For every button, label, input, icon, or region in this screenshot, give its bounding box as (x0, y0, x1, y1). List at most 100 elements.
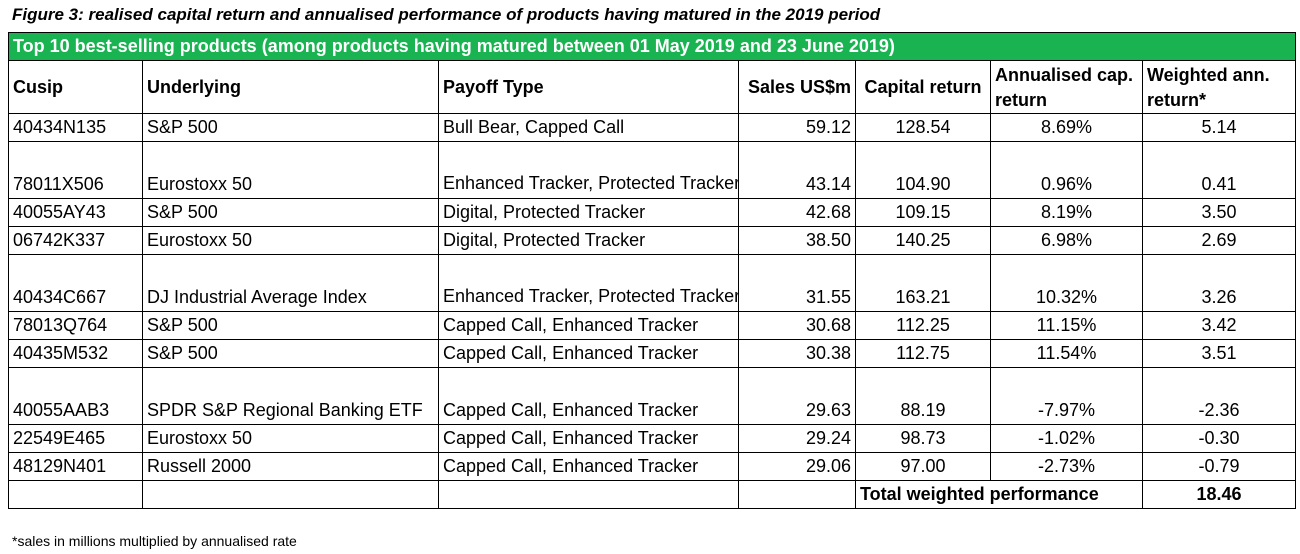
products-table: Top 10 best-selling products (among prod… (7, 32, 1297, 509)
table-row: 40434N135 S&P 500 Bull Bear, Capped Call 59… (8, 113, 1297, 142)
cell-underlying: Russell 2000 (142, 452, 439, 481)
cell-sales: 31.55 (738, 254, 856, 312)
cell-sales: 43.14 (738, 141, 856, 199)
cell-weighted-return: -0.30 (1141, 424, 1297, 453)
cell-payoff-type: Digital, Protected Tracker (438, 198, 739, 227)
cell-payoff-type: Capped Call, Enhanced Tracker (438, 311, 739, 340)
table-banner-row: Top 10 best-selling products (among prod… (7, 32, 1297, 61)
total-label: Total weighted performance (855, 480, 1143, 509)
cell-cusip: 40055AY43 (8, 198, 143, 227)
header-underlying: Underlying (142, 60, 439, 114)
cell-capital-return: 88.19 (855, 367, 991, 425)
cell-sales: 30.68 (738, 311, 856, 340)
header-cusip: Cusip (8, 60, 143, 114)
cell-underlying: S&P 500 (142, 339, 439, 368)
cell-capital-return: 112.75 (855, 339, 991, 368)
cell-payoff-type: Capped Call, Enhanced Tracker (438, 452, 739, 481)
figure-caption: Figure 3: realised capital return and an… (12, 5, 881, 24)
cell-underlying: DJ Industrial Average Index (142, 254, 439, 312)
cell-cusip: 40435M532 (8, 339, 143, 368)
cell-sales: 29.06 (738, 452, 856, 481)
cell-capital-return: 97.00 (855, 452, 991, 481)
cell-annualised-return: 0.96% (990, 141, 1143, 199)
cell-capital-return: 163.21 (855, 254, 991, 312)
table-row: 06742K337 Eurostoxx 50 Digital, Protected … (8, 226, 1297, 255)
cell-cusip: 06742K337 (8, 226, 143, 255)
cell-annualised-return: 10.32% (990, 254, 1143, 312)
cell-sales: 42.68 (738, 198, 856, 227)
cell-cusip: 40434N135 (8, 113, 143, 142)
cell-payoff-type: Capped Call, Enhanced Tracker (438, 367, 739, 425)
cell-weighted-return: 3.26 (1141, 254, 1297, 312)
cell-cusip: 22549E465 (8, 424, 143, 453)
cell-weighted-return: -2.36 (1141, 367, 1297, 425)
cell-weighted-return: 3.51 (1141, 339, 1297, 368)
cell-capital-return: 98.73 (855, 424, 991, 453)
total-empty-cell (438, 480, 739, 509)
cell-cusip: 40434C667 (8, 254, 143, 312)
footnote: *sales in millions multiplied by annuali… (12, 533, 297, 549)
cell-sales: 29.63 (738, 367, 856, 425)
cell-payoff-type: Enhanced Tracker, Protected Tracker (438, 141, 739, 199)
cell-payoff-type: Capped Call, Enhanced Tracker (438, 424, 739, 453)
cell-weighted-return: 3.42 (1141, 311, 1297, 340)
cell-cusip: 48129N401 (8, 452, 143, 481)
header-payoff-type: Payoff Type (438, 60, 739, 114)
cell-cusip: 78011X506 (8, 141, 143, 199)
total-empty-cell (142, 480, 439, 509)
cell-annualised-return: -1.02% (990, 424, 1143, 453)
cell-capital-return: 109.15 (855, 198, 991, 227)
total-empty-cell (8, 480, 143, 509)
cell-sales: 29.24 (738, 424, 856, 453)
header-annualised-return: Annualised cap. return (990, 60, 1143, 114)
table-row: 40055AY43 S&P 500 Digital, Protected Track… (8, 198, 1297, 227)
cell-underlying: SPDR S&P Regional Banking ETF (142, 367, 439, 425)
cell-annualised-return: 11.15% (990, 311, 1143, 340)
cell-weighted-return: 0.41 (1141, 141, 1297, 199)
cell-annualised-return: -7.97% (990, 367, 1143, 425)
table-row: 22549E465 Eurostoxx 50 Capped Call, Enhanc… (8, 424, 1297, 453)
cell-weighted-return: 5.14 (1141, 113, 1297, 142)
table-row: 78013Q764 S&P 500 Capped Call, Enhanced Tr… (8, 311, 1297, 340)
cell-sales: 38.50 (738, 226, 856, 255)
cell-capital-return: 128.54 (855, 113, 991, 142)
cell-annualised-return: 8.19% (990, 198, 1143, 227)
cell-capital-return: 112.25 (855, 311, 991, 340)
table-body: 40434N135 S&P 500 Bull Bear, Capped Call 59… (8, 113, 1297, 481)
header-weighted-return: Weighted ann. return* (1141, 60, 1297, 114)
cell-weighted-return: -0.79 (1141, 452, 1297, 481)
total-row: Total weighted performance 18.46 (8, 480, 1297, 509)
table-header-row: Cusip Underlying Payoff Type Sales US$m … (8, 60, 1297, 114)
cell-annualised-return: 11.54% (990, 339, 1143, 368)
table-row: 78011X506 Eurostoxx 50 Enhanced Tracker, P… (8, 141, 1297, 199)
cell-annualised-return: 6.98% (990, 226, 1143, 255)
cell-payoff-type: Digital, Protected Tracker (438, 226, 739, 255)
cell-underlying: Eurostoxx 50 (142, 141, 439, 199)
table-row: 40434C667 DJ Industrial Average Index Enha… (8, 254, 1297, 312)
cell-cusip: 78013Q764 (8, 311, 143, 340)
header-sales: Sales US$m (738, 60, 856, 114)
cell-underlying: S&P 500 (142, 198, 439, 227)
cell-underlying: S&P 500 (142, 311, 439, 340)
cell-payoff-type: Enhanced Tracker, Protected Tracker (438, 254, 739, 312)
cell-underlying: S&P 500 (142, 113, 439, 142)
cell-capital-return: 104.90 (855, 141, 991, 199)
cell-sales: 30.38 (738, 339, 856, 368)
cell-cusip: 40055AAB3 (8, 367, 143, 425)
header-capital-return: Capital return (855, 60, 991, 114)
total-empty-cell (738, 480, 856, 509)
cell-underlying: Eurostoxx 50 (142, 424, 439, 453)
cell-sales: 59.12 (738, 113, 856, 142)
cell-weighted-return: 3.50 (1141, 198, 1297, 227)
table-banner: Top 10 best-selling products (among prod… (7, 32, 1297, 61)
total-value: 18.46 (1141, 480, 1297, 509)
table-row: 48129N401 Russell 2000 Capped Call, Enhanc… (8, 452, 1297, 481)
cell-payoff-type: Capped Call, Enhanced Tracker (438, 339, 739, 368)
table-row: 40055AAB3 SPDR S&P Regional Banking ETF Ca… (8, 367, 1297, 425)
cell-capital-return: 140.25 (855, 226, 991, 255)
table-row: 40435M532 S&P 500 Capped Call, Enhanced Tr… (8, 339, 1297, 368)
cell-annualised-return: -2.73% (990, 452, 1143, 481)
cell-annualised-return: 8.69% (990, 113, 1143, 142)
cell-underlying: Eurostoxx 50 (142, 226, 439, 255)
cell-payoff-type: Bull Bear, Capped Call (438, 113, 739, 142)
